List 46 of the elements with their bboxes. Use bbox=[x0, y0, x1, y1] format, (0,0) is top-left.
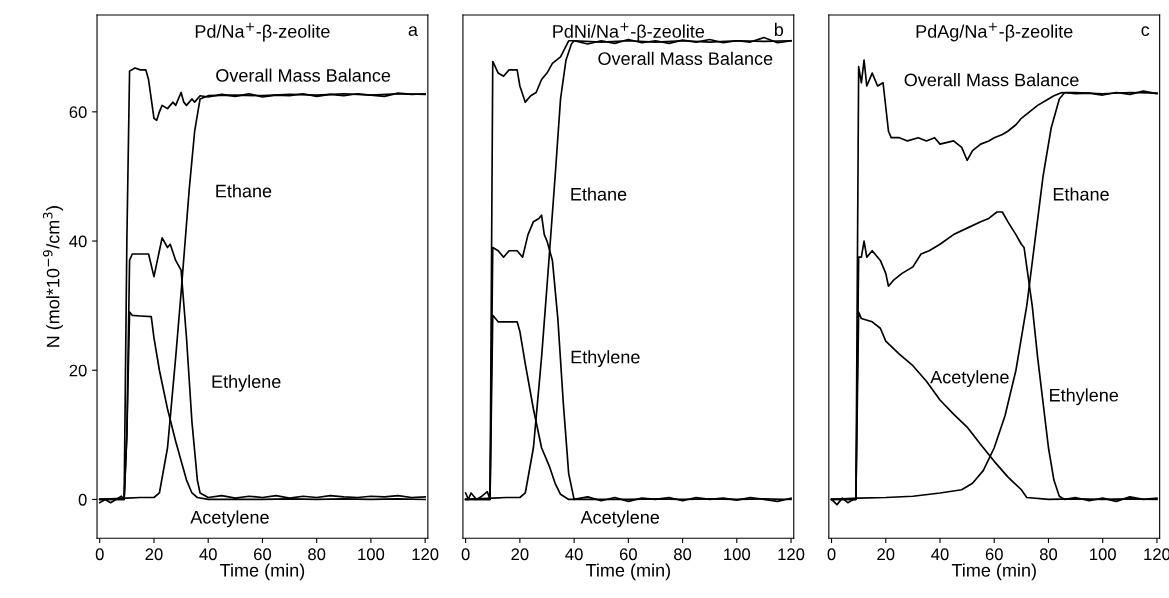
x-tick-label: 20 bbox=[511, 548, 529, 561]
series-label: Ethane bbox=[216, 184, 272, 198]
series-label: Ethane bbox=[1053, 187, 1109, 201]
x-axis-title: Time (min) bbox=[220, 563, 305, 581]
x-tick-label: 0 bbox=[95, 548, 104, 561]
x-tick-label: 40 bbox=[199, 548, 217, 561]
y-tick-label: 60 bbox=[69, 106, 87, 119]
annotation: b bbox=[774, 22, 784, 37]
series-label: Ethylene bbox=[212, 374, 281, 392]
x-tick-label: 100 bbox=[724, 548, 751, 561]
x-tick-label: 60 bbox=[254, 548, 272, 561]
y-tick-label: 20 bbox=[69, 364, 87, 377]
series-label: Overall Mass Balance bbox=[598, 51, 773, 66]
x-tick-label: 80 bbox=[308, 548, 326, 561]
x-tick-label: 80 bbox=[674, 548, 692, 561]
x-tick-label: 40 bbox=[931, 548, 949, 561]
x-tick-label: 120 bbox=[778, 548, 805, 561]
x-axis-title: Time (min) bbox=[951, 563, 1036, 581]
series-label: Overall Mass Balance bbox=[216, 68, 391, 82]
x-tick-label: 60 bbox=[985, 548, 1003, 561]
x-tick-label: 120 bbox=[412, 548, 439, 561]
x-tick-label: 100 bbox=[1090, 548, 1116, 561]
x-tick-label: 100 bbox=[358, 548, 385, 561]
series-label: Acetylene bbox=[580, 510, 660, 528]
x-tick-label: 0 bbox=[461, 548, 470, 561]
annotation: a bbox=[408, 26, 418, 37]
series-label: Acetylene bbox=[190, 510, 269, 528]
x-tick-label: 20 bbox=[877, 548, 895, 561]
chart-title: PdAg/Na$^{+}$-β-zeolite bbox=[916, 22, 1073, 42]
annotation: c bbox=[1141, 26, 1150, 37]
series-label: Ethylene bbox=[571, 350, 640, 368]
y-tick-label: 0 bbox=[78, 493, 87, 506]
chart-title: PdNi/Na$^{+}$-β-zeolite bbox=[553, 22, 705, 42]
x-tick-label: 40 bbox=[565, 548, 583, 561]
chart-title: Pd/Na$^{+}$-β-zeolite bbox=[195, 22, 330, 42]
y-tick-label: 40 bbox=[69, 235, 87, 248]
x-tick-label: 20 bbox=[145, 548, 163, 561]
x-tick-label: 60 bbox=[619, 548, 637, 561]
x-axis-title: Time (min) bbox=[585, 563, 671, 581]
x-tick-label: 80 bbox=[1039, 548, 1058, 561]
series-label: Acetylene bbox=[930, 370, 1009, 388]
series-label: Overall Mass Balance bbox=[904, 73, 1079, 87]
series-label: Ethylene bbox=[1050, 388, 1119, 406]
series-label: Ethane bbox=[571, 187, 627, 201]
x-tick-label: 0 bbox=[827, 548, 836, 561]
y-axis-title: N (mol*10$^{−9}$/cm$^{3}$) bbox=[42, 206, 64, 347]
